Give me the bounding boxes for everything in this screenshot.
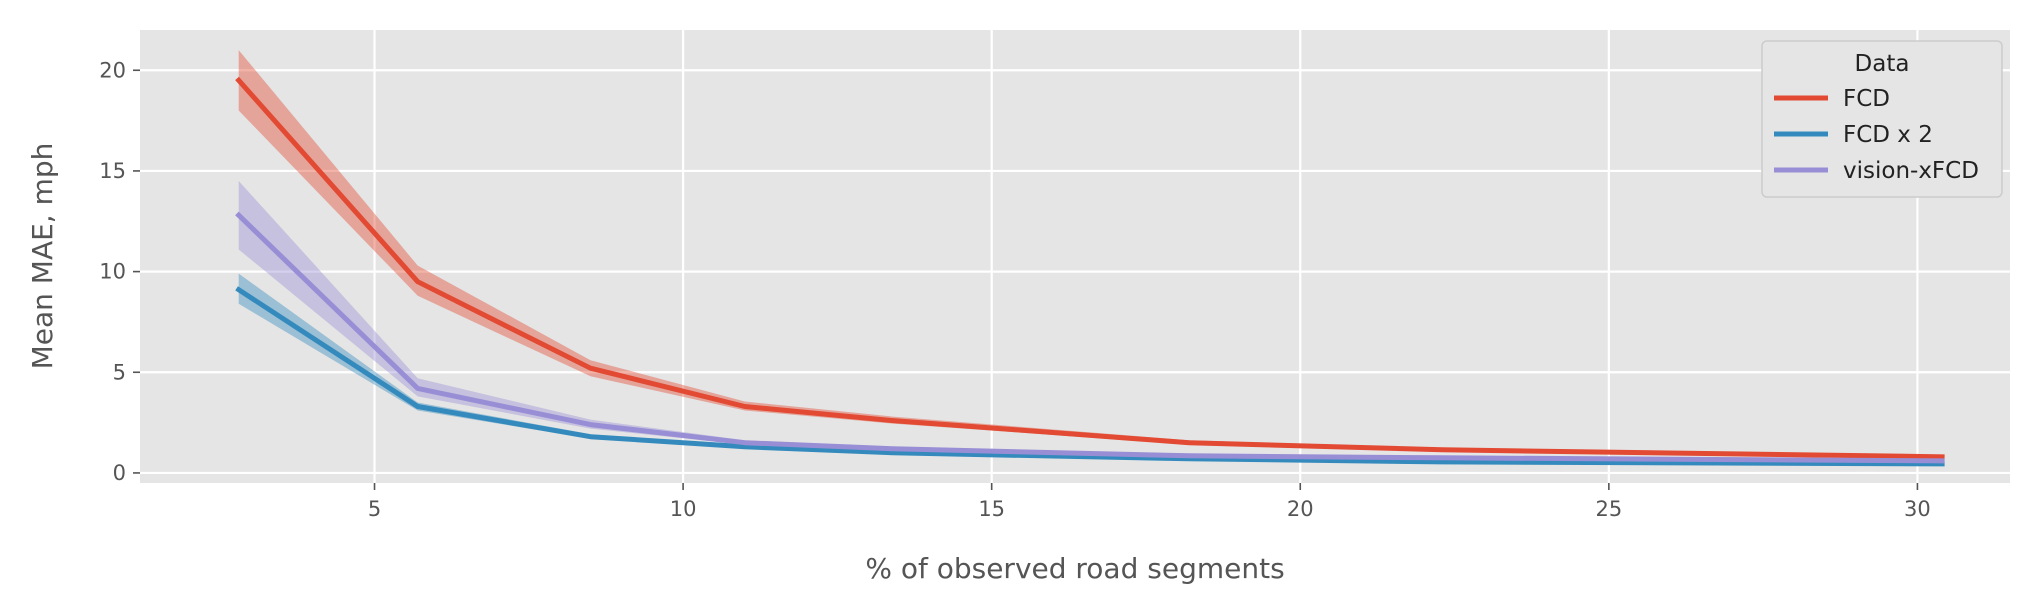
x-tick-label: 5 bbox=[368, 497, 381, 521]
plot-area-background bbox=[140, 30, 2010, 483]
series-lines bbox=[235, 76, 1945, 467]
legend-title: Data bbox=[1855, 51, 1910, 77]
x-tick-label: 10 bbox=[670, 497, 697, 521]
legend-label-fcd-x-2: FCD x 2 bbox=[1843, 122, 1933, 148]
y-tick-label: 10 bbox=[99, 260, 126, 284]
x-axis-label: % of observed road segments bbox=[865, 552, 1284, 585]
legend-label-vision-xfcd: vision-xFCD bbox=[1843, 158, 1979, 184]
x-tick-label: 20 bbox=[1287, 497, 1314, 521]
x-tick-label: 15 bbox=[978, 497, 1005, 521]
series-line-fcd bbox=[235, 76, 1945, 460]
x-tick-label: 25 bbox=[1595, 497, 1622, 521]
y-tick-label: 5 bbox=[113, 360, 126, 384]
y-axis-ticks: 0 5 10 15 20 bbox=[99, 58, 140, 485]
legend-frame bbox=[1761, 40, 2003, 198]
legend-label-fcd: FCD bbox=[1843, 86, 1890, 112]
x-tick-label: 30 bbox=[1904, 497, 1931, 521]
series-line-vision-xfcd bbox=[235, 211, 1945, 464]
y-tick-label: 20 bbox=[99, 58, 126, 82]
legend-items: FCD FCD x 2 vision-xFCD bbox=[1774, 86, 1979, 184]
y-axis-label: Mean MAE, mph bbox=[26, 143, 59, 370]
x-axis-ticks: 5 10 15 20 25 30 bbox=[368, 483, 1931, 521]
y-tick-label: 0 bbox=[113, 461, 126, 485]
series-line-fcd-x-2 bbox=[235, 286, 1945, 467]
y-tick-label: 15 bbox=[99, 159, 126, 183]
legend: Data FCD FCD x 2 vision-xFCD bbox=[1761, 40, 2003, 198]
